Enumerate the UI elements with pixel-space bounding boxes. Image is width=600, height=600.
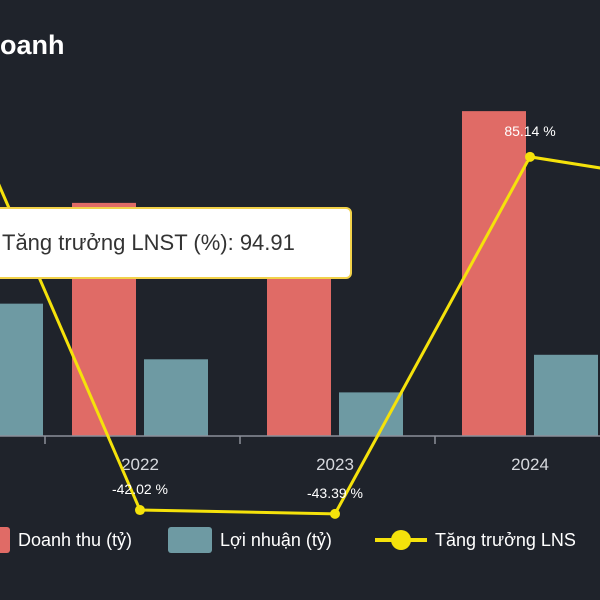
legend-item-growth[interactable]: Tăng trưởng LNS (375, 520, 576, 560)
growth-line-dot-icon (375, 527, 427, 553)
bar-profit-2022[interactable] (144, 359, 208, 436)
legend-label-profit: Lợi nhuận (tỷ) (220, 529, 332, 550)
bar-revenue-2024[interactable] (462, 111, 526, 437)
chart-title: oanh (0, 30, 65, 60)
legend-label-growth: Tăng trưởng LNS (435, 529, 576, 550)
legend-label-revenue: Doanh thu (tỷ) (18, 529, 133, 550)
bar-profit-2024[interactable] (534, 354, 598, 436)
x-tick-label-2022: 2022 (121, 455, 159, 474)
growth-point-2022[interactable] (135, 505, 145, 516)
tooltip-text: Tăng trưởng LNST (%): 94.91 (2, 230, 295, 255)
profit-swatch-icon (168, 527, 212, 553)
revenue-swatch-icon (0, 527, 10, 553)
legend-item-revenue[interactable]: Doanh thu (tỷ) (0, 520, 132, 560)
bar-profit-0[interactable] (0, 303, 43, 436)
tooltip: Tăng trưởng LNST (%): 94.91 (0, 207, 352, 279)
growth-point-2023[interactable] (330, 508, 340, 519)
growth-point-2024[interactable] (525, 151, 535, 162)
x-tick-label-2023: 2023 (316, 455, 354, 474)
growth-data-label-2022: -42.02 % (112, 481, 168, 497)
legend-item-profit[interactable]: Lợi nhuận (tỷ) (168, 520, 332, 560)
legend: Doanh thu (tỷ) Lợi nhuận (tỷ) Tăng trưởn… (0, 520, 600, 560)
x-tick-label-2024: 2024 (511, 455, 549, 474)
growth-data-label-2024: 85.14 % (504, 123, 555, 139)
bar-profit-2023[interactable] (339, 392, 403, 436)
growth-data-label-2023: -43.39 % (307, 485, 363, 501)
